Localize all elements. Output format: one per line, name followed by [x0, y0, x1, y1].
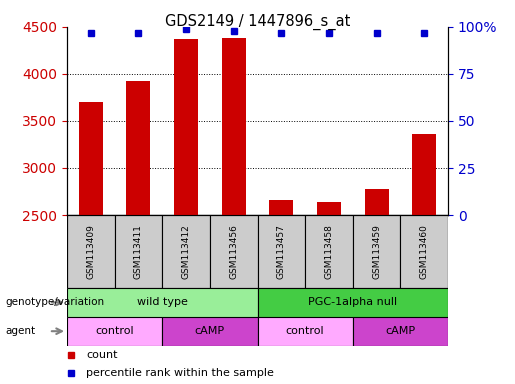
Text: cAMP: cAMP	[385, 326, 416, 336]
Text: GSM113409: GSM113409	[87, 224, 95, 279]
Text: GSM113411: GSM113411	[134, 224, 143, 279]
Bar	[174, 39, 198, 215]
Bar	[114, 215, 162, 288]
Text: PGC-1alpha null: PGC-1alpha null	[308, 297, 398, 308]
Text: GSM113412: GSM113412	[182, 224, 191, 279]
Bar	[413, 134, 436, 215]
Bar	[401, 215, 448, 288]
Bar	[305, 215, 353, 288]
Text: wild type: wild type	[137, 297, 187, 308]
Bar	[317, 202, 341, 215]
Bar	[162, 215, 210, 288]
Text: control: control	[286, 326, 324, 336]
Bar	[365, 189, 388, 215]
Bar	[210, 215, 258, 288]
Text: control: control	[95, 326, 134, 336]
Bar	[258, 317, 353, 346]
Bar	[353, 215, 401, 288]
Bar	[79, 102, 102, 215]
Bar	[269, 200, 293, 215]
Bar	[258, 288, 448, 317]
Text: genotype/variation: genotype/variation	[5, 297, 104, 308]
Bar	[67, 215, 115, 288]
Text: GDS2149 / 1447896_s_at: GDS2149 / 1447896_s_at	[165, 13, 350, 30]
Text: GSM113459: GSM113459	[372, 224, 381, 279]
Text: GSM113458: GSM113458	[324, 224, 333, 279]
Bar	[258, 215, 305, 288]
Text: percentile rank within the sample: percentile rank within the sample	[86, 367, 274, 377]
Bar	[67, 288, 258, 317]
Text: GSM113456: GSM113456	[229, 224, 238, 279]
Bar	[67, 317, 162, 346]
Text: cAMP: cAMP	[195, 326, 225, 336]
Text: count: count	[86, 350, 117, 360]
Bar	[162, 317, 258, 346]
Text: agent: agent	[5, 326, 35, 336]
Text: GSM113460: GSM113460	[420, 224, 428, 279]
Bar	[353, 317, 448, 346]
Text: GSM113457: GSM113457	[277, 224, 286, 279]
Bar	[127, 81, 150, 215]
Bar	[222, 38, 246, 215]
